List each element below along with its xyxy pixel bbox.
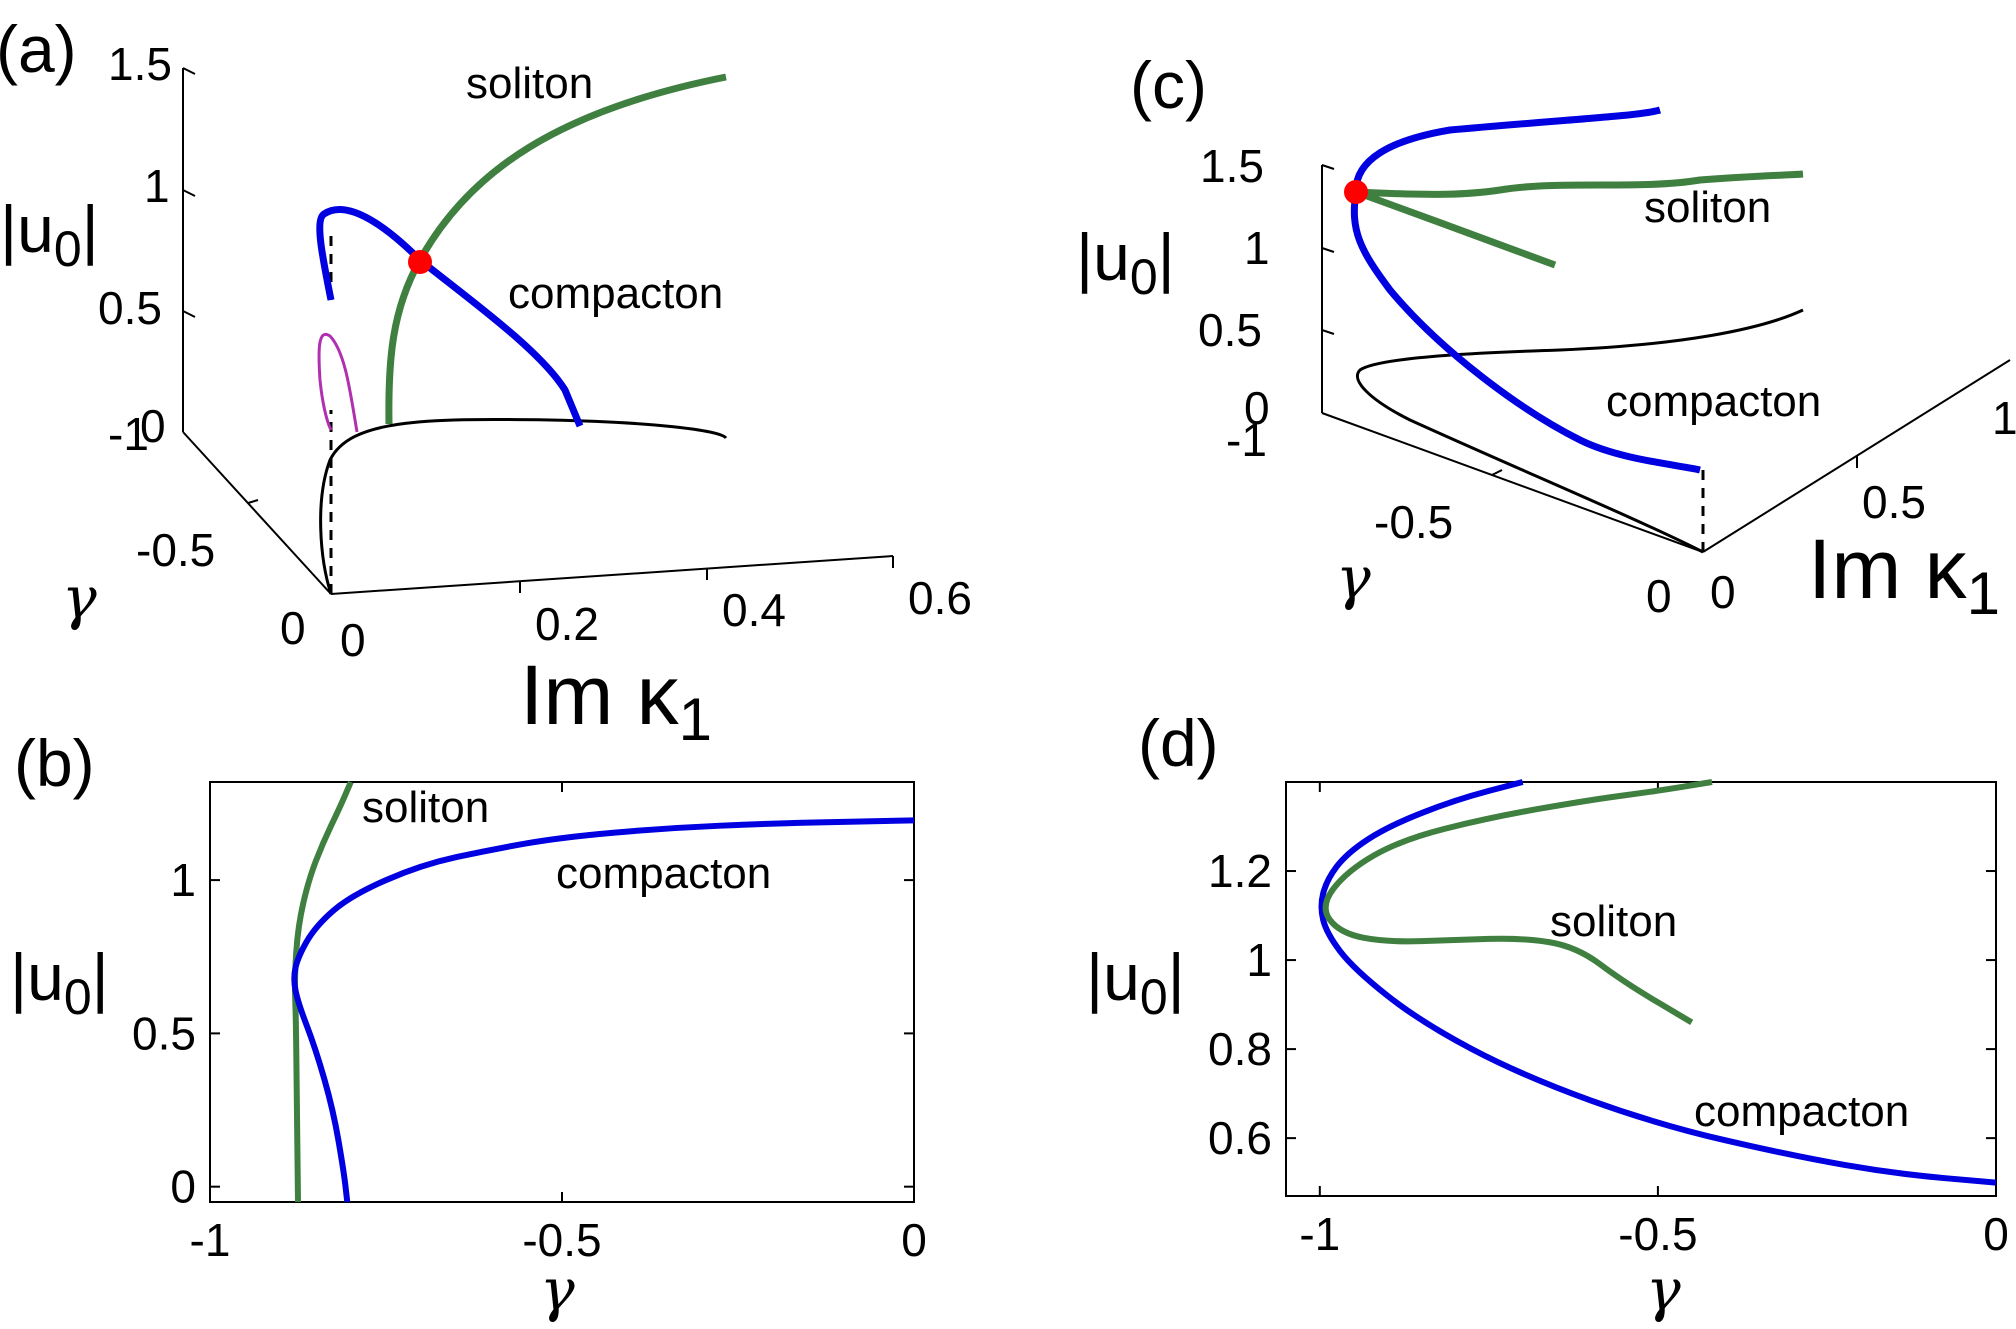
panel-d: (d) |u0| γ -1 -0.5 0 0.6 0.8 1 1.2 soliton com… xyxy=(1086,706,2009,1324)
ytick-label-b-2: 1 xyxy=(170,854,196,906)
black-branch-c xyxy=(1356,308,1804,554)
series-d xyxy=(1318,779,1997,1186)
plot-frame-d xyxy=(1285,781,1997,1197)
u-tick-a-3: 0.5 xyxy=(98,282,162,334)
panel-label-a: (a) xyxy=(0,12,77,86)
kappa-tick-a-4: 0.6 xyxy=(908,572,972,624)
series-label-b-compacton: compacton xyxy=(556,849,771,898)
ticks-b: -1 -0.5 0 0 0.5 1 xyxy=(132,782,927,1266)
kappa-tick-c-3: 1 xyxy=(1992,392,2016,444)
series-label-c-soliton: soliton xyxy=(1644,183,1771,232)
ytick-label-d-3: 1.2 xyxy=(1208,845,1272,897)
xtick-label-d-1: -0.5 xyxy=(1618,1208,1697,1260)
marker-a xyxy=(408,250,432,274)
u-tick-c-3: 0.5 xyxy=(1198,304,1262,356)
series-label-b-soliton: soliton xyxy=(362,783,489,832)
gamma-label-a: γ xyxy=(62,564,97,632)
series-label-a-soliton: soliton xyxy=(466,59,593,108)
series-label-d-soliton: soliton xyxy=(1550,897,1677,946)
kappa-tick-a-3: 0.4 xyxy=(722,584,786,636)
soliton-upper-c xyxy=(1355,170,1804,198)
ytick-label-d-0: 0.6 xyxy=(1208,1112,1272,1164)
xlabel-d: γ xyxy=(1646,1256,1681,1324)
ylabel-d: |u0| xyxy=(1086,940,1185,1025)
series-label-c-compacton: compacton xyxy=(1606,377,1821,426)
ytick-label-d-1: 0.8 xyxy=(1208,1023,1272,1075)
kappa-tick-c-2: 0.5 xyxy=(1862,476,1926,528)
plot-frame-b xyxy=(209,781,915,1203)
ylabel-c: |u0| xyxy=(1076,220,1175,305)
ytick-label-b-0: 0 xyxy=(170,1161,196,1213)
series-label-a-compacton: compacton xyxy=(508,269,723,318)
series-line-d-soliton xyxy=(1322,779,1713,1025)
series-line-d-compacton xyxy=(1318,779,1997,1186)
ylabel-b: |u0| xyxy=(10,940,109,1025)
series-line-b-soliton xyxy=(291,780,354,1203)
gamma-tick-a-3: 0 xyxy=(280,602,306,654)
panel-c: (c) 1.5 1 0.5 0 -1 -0.5 0 0 0.5 1 |u0| γ… xyxy=(1076,48,2016,627)
panel-b: (b) |u0| γ -1 -0.5 0 0 0.5 1 soliton compacto… xyxy=(10,726,927,1324)
series-b xyxy=(291,780,915,1203)
compacton-curve-a xyxy=(316,206,584,428)
gamma-axis-c xyxy=(1321,412,1704,553)
magenta-branch-a xyxy=(317,332,359,433)
xlabel-b: γ xyxy=(540,1256,575,1324)
panel-a: (a) 1.5 1 0.5 0 -1 -0.5 0 0 0.2 0.4 0.6 … xyxy=(0,12,972,753)
u-tick-a-4: 0 xyxy=(140,400,166,452)
ytick-label-b-1: 0.5 xyxy=(132,1007,196,1059)
soliton-curve-a xyxy=(385,73,727,425)
soliton-lower-c xyxy=(1354,188,1557,269)
black-branch-a xyxy=(319,418,728,595)
series-line-b-compacton xyxy=(291,817,915,1203)
xtick-label-b-1: -0.5 xyxy=(522,1214,601,1266)
compacton-upper-c xyxy=(1352,106,1662,193)
gamma-tick-c-2: -0.5 xyxy=(1374,496,1453,548)
ytick-label-d-2: 1 xyxy=(1246,934,1272,986)
kappa-tick-a-2: 0.2 xyxy=(535,598,599,650)
ticks-d: -1 -0.5 0 0.6 0.8 1 1.2 xyxy=(1208,782,2009,1260)
kappa-tick-a-1: 0 xyxy=(340,614,366,666)
xlabel-c: Im κ1 xyxy=(1808,522,2000,627)
kappa-tick-c-1: 0 xyxy=(1710,566,1736,618)
gamma-tick-c-1: -1 xyxy=(1226,414,1267,466)
xtick-label-b-2: 0 xyxy=(901,1214,927,1266)
u-tick-c-1: 1.5 xyxy=(1200,140,1264,192)
gamma-tick-c-3: 0 xyxy=(1646,570,1672,622)
panel-label-c: (c) xyxy=(1130,48,1207,122)
gamma-axis-a xyxy=(182,431,332,595)
u-tick-a-2: 1 xyxy=(144,160,170,212)
xtick-label-b-0: -1 xyxy=(190,1214,231,1266)
panel-label-b: (b) xyxy=(14,726,95,800)
marker-c xyxy=(1344,180,1368,204)
gamma-tick-a-2: -0.5 xyxy=(136,524,215,576)
compacton-lower-c xyxy=(1350,191,1701,474)
kappa-axis-a xyxy=(330,555,894,595)
gamma-label-c: γ xyxy=(1336,544,1371,612)
ylabel-a: |u0| xyxy=(0,192,99,277)
xtick-label-d-2: 0 xyxy=(1983,1208,2009,1260)
series-label-d-compacton: compacton xyxy=(1694,1087,1909,1136)
xtick-label-d-0: -1 xyxy=(1299,1208,1340,1260)
u-tick-c-4: 0 xyxy=(1244,382,1270,434)
xlabel-a: Im κ1 xyxy=(520,648,712,753)
u-tick-a-1: 1.5 xyxy=(108,38,172,90)
gamma-tick-a-1: -1 xyxy=(108,408,149,460)
u-tick-c-2: 1 xyxy=(1244,222,1270,274)
panel-label-d: (d) xyxy=(1138,706,1219,780)
